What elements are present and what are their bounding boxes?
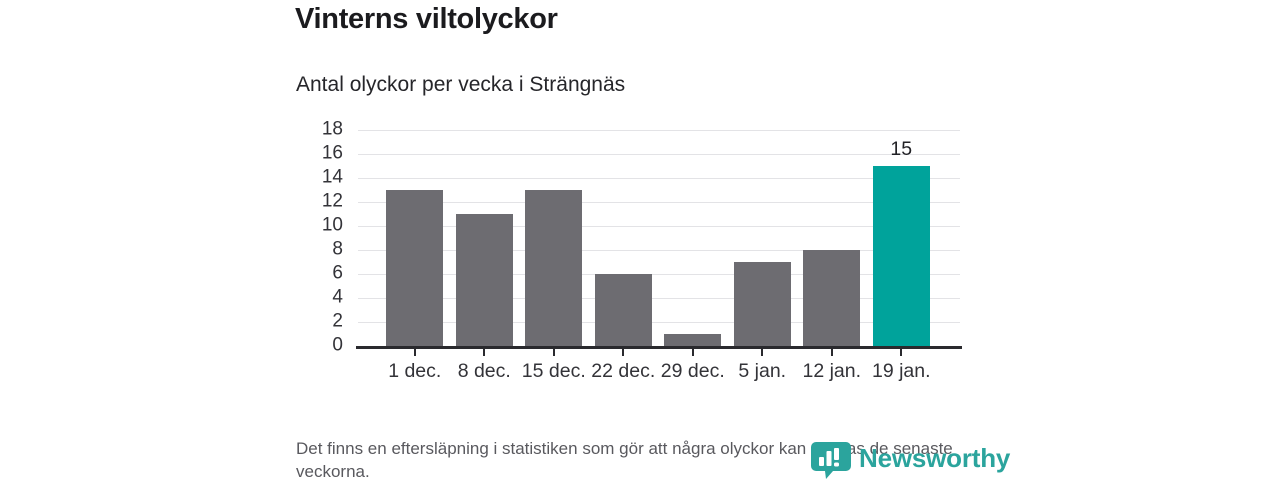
y-tick-label: 14 (321, 166, 343, 188)
x-tick-label: 5 jan. (738, 360, 787, 382)
y-tick-label: 8 (332, 238, 343, 260)
gridline (358, 298, 960, 299)
gridline (358, 226, 960, 227)
chart-bar (872, 166, 930, 346)
x-tick-label: 12 jan. (802, 360, 862, 382)
footnote-text: Det finns en eftersläpning i statistiken… (296, 439, 953, 481)
y-tick-label: 10 (321, 214, 343, 236)
gridline (358, 274, 960, 275)
x-tick-mark (900, 349, 903, 356)
x-tick-mark (483, 349, 486, 356)
page-title: Vinterns viltolyckor (295, 3, 558, 35)
y-tick-label: 6 (332, 262, 343, 284)
chart-bar (455, 214, 513, 346)
y-tick-label: 0 (332, 334, 343, 356)
x-tick-mark (413, 349, 416, 356)
x-tick-mark (830, 349, 833, 356)
x-tick-label: 1 dec. (388, 360, 442, 382)
chart-bar (525, 190, 583, 346)
gridline (358, 250, 960, 251)
chart-bar (594, 274, 652, 346)
x-tick-label: 29 dec. (660, 360, 725, 382)
x-tick-label: 22 dec. (591, 360, 656, 382)
chart-bar (386, 190, 444, 346)
chart-bar (733, 262, 791, 346)
chart-bar (664, 334, 722, 346)
chart-bar (803, 250, 861, 346)
gridline (358, 154, 960, 155)
chart-subtitle: Antal olyckor per vecka i Strängnäs (296, 73, 626, 96)
x-tick-mark (552, 349, 555, 356)
x-tick-mark (622, 349, 625, 356)
gridline (358, 178, 960, 179)
gridline (358, 130, 960, 131)
bar-value-label: 15 (890, 138, 913, 160)
newsworthy-chart-pin-icon (810, 441, 852, 479)
gridline (358, 322, 960, 323)
logo-wordmark: Newsworthy (859, 442, 1011, 473)
x-tick-label: 15 dec. (521, 360, 586, 382)
x-tick-mark (761, 349, 764, 356)
newsworthy-logo: Newsworthy (810, 441, 1010, 479)
x-tick-mark (691, 349, 694, 356)
y-tick-label: 16 (321, 142, 343, 164)
x-tick-label: 19 jan. (871, 360, 931, 382)
x-axis-line (356, 346, 962, 349)
y-tick-label: 2 (332, 310, 343, 332)
y-tick-label: 12 (321, 190, 343, 212)
x-tick-label: 8 dec. (457, 360, 511, 382)
y-tick-label: 4 (332, 286, 343, 308)
y-tick-label: 18 (321, 118, 343, 140)
gridline (358, 202, 960, 203)
